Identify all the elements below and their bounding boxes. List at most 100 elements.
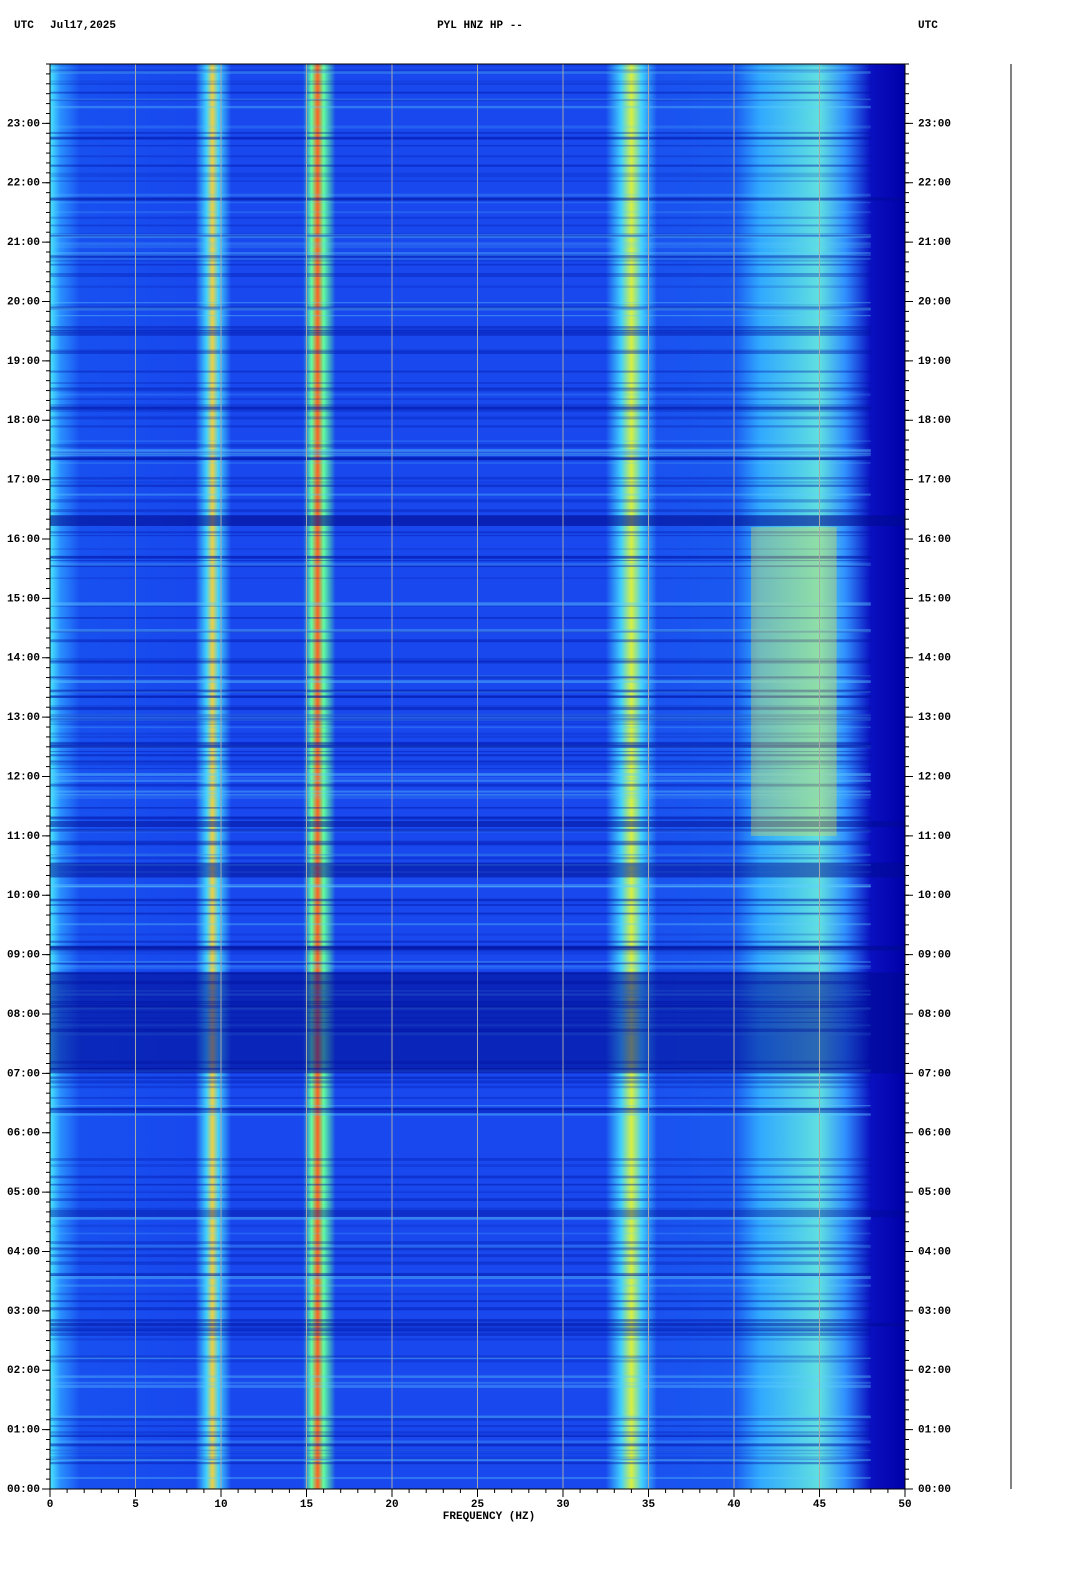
texture-streak xyxy=(50,940,871,943)
texture-streak xyxy=(50,1452,871,1455)
texture-streak xyxy=(50,828,871,831)
texture-streak xyxy=(50,165,871,167)
texture-streak xyxy=(50,630,871,633)
y-tick-label-right: 12:00 xyxy=(918,771,951,783)
texture-streak xyxy=(50,531,871,534)
texture-streak xyxy=(50,245,871,249)
x-tick-label: 40 xyxy=(727,1499,740,1511)
y-tick-label-right: 06:00 xyxy=(918,1128,951,1140)
texture-streak xyxy=(50,451,871,455)
texture-streak xyxy=(50,762,871,766)
texture-streak xyxy=(50,164,871,166)
y-tick-label-right: 09:00 xyxy=(918,950,951,962)
y-tick-label-right: 23:00 xyxy=(918,118,951,130)
texture-streak xyxy=(50,903,871,906)
texture-streak xyxy=(50,1105,871,1107)
y-tick-label-right: 15:00 xyxy=(918,593,951,605)
texture-streak xyxy=(50,565,871,568)
texture-streak xyxy=(50,773,871,776)
texture-streak xyxy=(50,1425,871,1427)
y-tick-label: 08:00 xyxy=(7,1009,40,1021)
texture-streak xyxy=(50,193,871,197)
texture-streak xyxy=(50,1417,871,1419)
texture-streak xyxy=(50,1319,871,1321)
texture-streak xyxy=(50,1107,871,1110)
texture-streak xyxy=(50,1274,871,1276)
texture-streak xyxy=(50,349,871,352)
texture-streak xyxy=(50,1272,871,1276)
texture-streak xyxy=(50,234,871,238)
texture-streak xyxy=(50,695,871,698)
texture-streak xyxy=(50,1284,871,1287)
texture-streak xyxy=(50,1275,871,1280)
texture-streak xyxy=(50,854,871,856)
y-tick-label-right: 00:00 xyxy=(918,1484,951,1496)
texture-streak xyxy=(50,332,871,336)
y-tick-label: 19:00 xyxy=(7,356,40,368)
texture-streak xyxy=(50,444,871,448)
texture-streak xyxy=(50,745,871,748)
texture-streak xyxy=(50,393,871,396)
texture-streak xyxy=(50,144,871,147)
texture-streak xyxy=(50,404,871,408)
texture-streak xyxy=(50,406,871,411)
texture-streak xyxy=(50,726,871,729)
texture-streak xyxy=(50,884,871,887)
texture-streak xyxy=(50,760,871,763)
texture-streak xyxy=(50,99,871,102)
texture-streak xyxy=(50,1416,871,1419)
y-tick-label: 14:00 xyxy=(7,653,40,665)
texture-streak xyxy=(50,91,871,94)
texture-streak xyxy=(50,807,871,809)
texture-streak xyxy=(50,417,871,420)
texture-streak xyxy=(50,680,871,683)
texture-streak xyxy=(50,481,871,483)
texture-streak xyxy=(50,816,871,819)
texture-streak xyxy=(50,1375,871,1378)
texture-streak xyxy=(50,263,871,266)
texture-streak xyxy=(50,1307,871,1311)
texture-streak xyxy=(50,257,871,260)
x-tick-label: 50 xyxy=(898,1499,911,1511)
x-tick-label: 0 xyxy=(47,1499,54,1511)
texture-streak xyxy=(50,962,871,965)
texture-streak xyxy=(50,1198,871,1202)
texture-streak xyxy=(50,1190,871,1192)
texture-streak xyxy=(50,242,871,246)
texture-streak xyxy=(50,617,871,619)
texture-streak xyxy=(50,829,871,833)
texture-streak xyxy=(50,1462,871,1465)
y-tick-label: 13:00 xyxy=(7,712,40,724)
texture-streak xyxy=(50,966,871,969)
y-tick-label-right: 10:00 xyxy=(918,890,951,902)
texture-streak xyxy=(50,452,871,454)
texture-streak xyxy=(50,304,871,306)
texture-streak xyxy=(50,933,871,936)
texture-streak xyxy=(50,885,871,888)
texture-streak xyxy=(50,743,871,746)
x-tick-label: 20 xyxy=(385,1499,398,1511)
texture-streak xyxy=(50,425,871,428)
texture-streak xyxy=(50,843,871,846)
y-tick-label-right: 13:00 xyxy=(918,712,951,724)
texture-streak xyxy=(50,777,871,779)
texture-streak xyxy=(50,1458,871,1461)
texture-streak xyxy=(50,493,871,496)
texture-streak xyxy=(50,302,871,304)
y-tick-label-right: 22:00 xyxy=(918,178,951,190)
texture-streak xyxy=(50,714,871,718)
texture-streak xyxy=(50,793,871,796)
texture-streak xyxy=(50,689,871,693)
texture-streak xyxy=(50,754,871,757)
texture-streak xyxy=(50,705,871,709)
texture-streak xyxy=(50,259,871,262)
texture-streak xyxy=(50,1357,871,1360)
texture-streak xyxy=(50,1434,871,1437)
texture-streak xyxy=(50,723,871,725)
texture-streak xyxy=(50,856,871,860)
texture-streak xyxy=(50,605,871,607)
y-tick-label-right: 03:00 xyxy=(918,1306,951,1318)
y-tick-label: 11:00 xyxy=(7,831,40,843)
texture-streak xyxy=(50,779,871,782)
